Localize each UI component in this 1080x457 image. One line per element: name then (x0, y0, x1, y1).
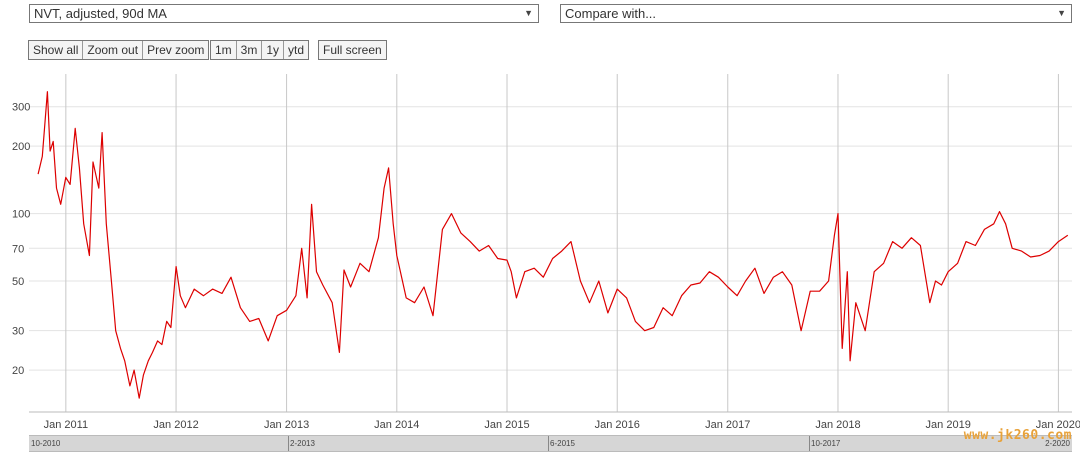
x-tick-label: Jan 2014 (374, 419, 419, 431)
x-tick-label: Jan 2020 (1036, 419, 1080, 431)
range-3m-button[interactable]: 3m (237, 41, 263, 59)
navigator-label: 10-2017 (811, 439, 841, 448)
chevron-down-icon: ▼ (1057, 8, 1066, 18)
full-screen-button[interactable]: Full screen (323, 43, 382, 57)
series-line (37, 91, 1069, 399)
y-tick-label: 70 (12, 243, 24, 255)
navigator-label: 10-2010 (31, 439, 61, 448)
x-tick-label: Jan 2018 (815, 419, 860, 431)
x-tick-label: Jan 2013 (264, 419, 309, 431)
time-navigator[interactable]: 10-2010 2-2013 6-2015 10-2017 2-2020 (29, 435, 1072, 452)
navigator-label: 2-2020 (1045, 439, 1070, 448)
zoom-button-group: Show all Zoom out Prev zoom (28, 40, 210, 60)
y-tick-label: 300 (12, 102, 30, 114)
x-tick-label: Jan 2011 (44, 419, 88, 431)
y-tick-label: 30 (12, 326, 24, 338)
navigator-divider (288, 436, 289, 451)
metric-select-value: NVT, adjusted, 90d MA (34, 6, 167, 21)
y-tick-label: 20 (12, 365, 24, 377)
watermark: www.jk260.com (963, 428, 1072, 443)
prev-zoom-button[interactable]: Prev zoom (147, 43, 205, 57)
navigator-divider (809, 436, 810, 451)
compare-select-value: Compare with... (565, 6, 657, 21)
x-tick-label: Jan 2015 (484, 419, 529, 431)
x-tick-label: Jan 2012 (153, 419, 198, 431)
zoom-out-button[interactable]: Zoom out (83, 41, 144, 59)
x-tick-label: Jan 2017 (705, 419, 750, 431)
navigator-divider (548, 436, 549, 451)
x-tick-label: Jan 2016 (595, 419, 640, 431)
range-ytd-button[interactable]: ytd (288, 43, 305, 57)
range-1y-button[interactable]: 1y (262, 41, 285, 59)
fullscreen-button-group: Full screen (318, 40, 387, 60)
metric-select[interactable]: NVT, adjusted, 90d MA ▼ (29, 4, 539, 23)
compare-select[interactable]: Compare with... ▼ (560, 4, 1072, 23)
y-tick-label: 50 (12, 276, 24, 288)
nvt-line-chart[interactable]: 20 30 50 70 100 200 300 Jan 2011 Jan 2012 Jan 201… (0, 70, 1080, 434)
navigator-label: 2-2013 (290, 439, 315, 448)
range-button-group: 1m 3m 1y ytd (210, 40, 310, 60)
range-1m-button[interactable]: 1m (211, 41, 237, 59)
y-tick-label: 100 (12, 209, 30, 221)
show-all-button[interactable]: Show all (29, 41, 84, 59)
navigator-label: 6-2015 (550, 439, 575, 448)
chevron-down-icon: ▼ (524, 8, 533, 18)
x-tick-label: Jan 2019 (926, 419, 971, 431)
y-tick-label: 200 (12, 141, 30, 153)
